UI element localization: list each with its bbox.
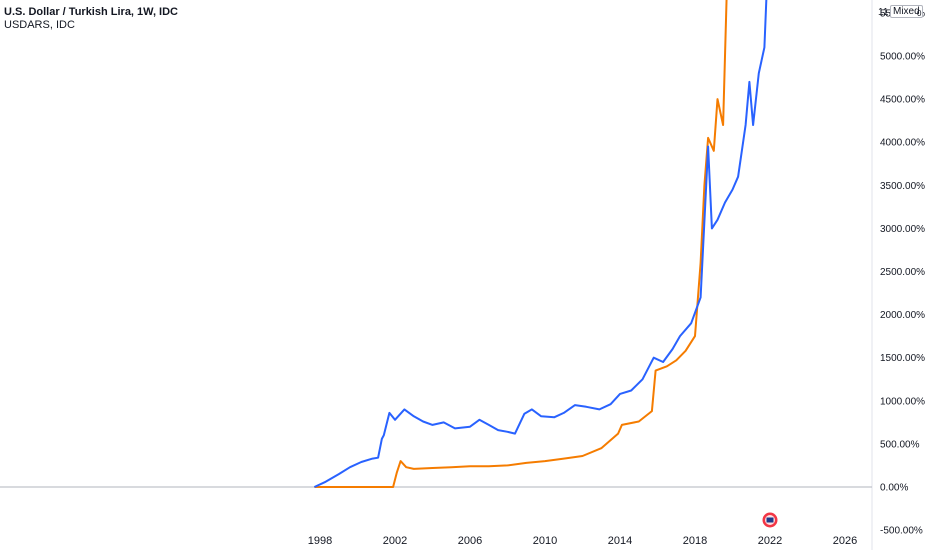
y-tick-label: 2500.00% bbox=[880, 267, 925, 278]
x-tick-label: 1998 bbox=[308, 535, 332, 547]
x-tick-label: 2002 bbox=[383, 535, 407, 547]
y-tick-label: 1000.00% bbox=[880, 396, 925, 407]
y-tick-label: 500.00% bbox=[880, 439, 920, 450]
x-tick-label: 2010 bbox=[533, 535, 557, 547]
x-tick-label: 2014 bbox=[608, 535, 632, 547]
x-tick-label: 2022 bbox=[758, 535, 782, 547]
y-tick-label: 0.00% bbox=[880, 483, 908, 494]
chart-subtitle: USDARS, IDC bbox=[4, 19, 75, 31]
y-tick-label: 4000.00% bbox=[880, 138, 925, 149]
x-tick-label: 2026 bbox=[833, 535, 857, 547]
x-tick-label: 2018 bbox=[683, 535, 707, 547]
y-tick-label: 3500.00% bbox=[880, 181, 925, 192]
y-tick-label: 2000.00% bbox=[880, 310, 925, 321]
chart-title: U.S. Dollar / Turkish Lira, 1W, IDC bbox=[4, 6, 178, 18]
y-tick-label: -500.00% bbox=[880, 526, 923, 537]
series-line-usdtry bbox=[313, 0, 768, 488]
y-tick-label: 1500.00% bbox=[880, 353, 925, 364]
us-flag-icon bbox=[766, 517, 774, 523]
series-line-usdars bbox=[314, 0, 728, 488]
x-tick-label: 2006 bbox=[458, 535, 482, 547]
y-tick-label: 5000.00% bbox=[880, 52, 925, 63]
axis-top-label: 11 bbox=[878, 7, 889, 18]
scale-mode-button[interactable]: Mixed bbox=[890, 5, 923, 18]
y-tick-label: 4500.00% bbox=[880, 95, 925, 106]
axis-top-right-label: 0 bbox=[917, 9, 922, 18]
y-tick-label: 3000.00% bbox=[880, 224, 925, 235]
